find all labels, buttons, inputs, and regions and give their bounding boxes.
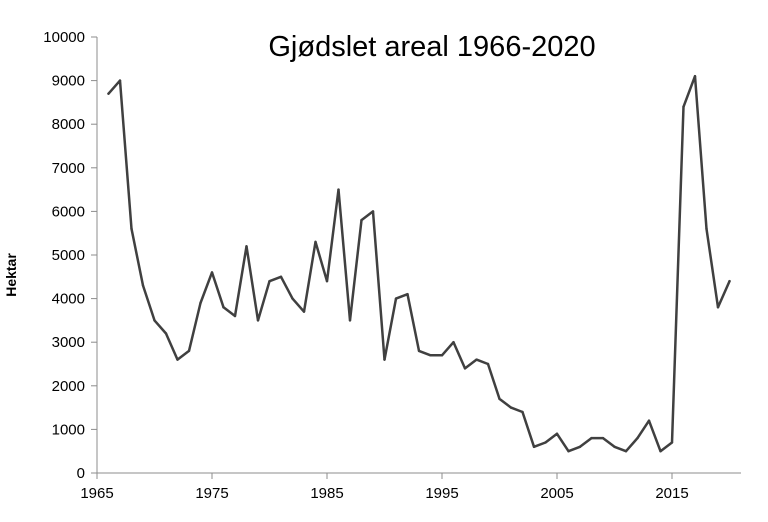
data-point — [107, 92, 110, 95]
data-point — [153, 319, 156, 322]
data-point — [532, 445, 536, 449]
x-tick-label: 2015 — [655, 485, 688, 502]
x-axis: 1965 1975 1985 1995 2005 2015 — [80, 473, 689, 502]
data-point — [394, 297, 398, 300]
data-point — [670, 441, 674, 444]
data-point — [682, 105, 685, 108]
data-point — [164, 332, 168, 335]
data-point — [291, 297, 294, 300]
series-layer — [107, 74, 731, 453]
data-point — [256, 319, 260, 322]
data-point — [555, 432, 559, 435]
y-tick-label: 10000 — [43, 29, 85, 46]
data-point — [268, 279, 271, 283]
data-point — [417, 349, 421, 353]
data-point — [544, 441, 547, 444]
data-point — [314, 240, 317, 244]
data-point — [486, 362, 490, 366]
data-point — [452, 341, 455, 344]
data-point — [613, 445, 616, 449]
x-tick-label: 1985 — [310, 485, 343, 502]
data-point — [187, 349, 191, 353]
y-tick-label: 4000 — [52, 291, 85, 308]
data-point — [521, 410, 524, 414]
x-tick-label: 1975 — [195, 485, 228, 502]
y-tick-label: 1000 — [52, 421, 85, 438]
y-tick-label: 3000 — [52, 334, 85, 351]
data-point — [475, 358, 478, 361]
data-point — [463, 367, 467, 370]
y-tick-label: 0 — [77, 465, 85, 482]
y-tick-label: 2000 — [52, 378, 85, 395]
data-point — [636, 436, 639, 440]
data-point — [429, 354, 432, 357]
data-point — [360, 218, 363, 222]
data-point — [348, 319, 352, 322]
chart-title: Gjødslet areal 1966-2020 — [268, 31, 595, 63]
y-tick-label: 7000 — [52, 160, 85, 177]
y-tick-label: 9000 — [52, 73, 85, 90]
data-point — [590, 436, 593, 440]
data-point — [245, 245, 248, 248]
data-point — [302, 310, 306, 313]
data-point — [567, 450, 570, 453]
data-point — [406, 293, 409, 296]
data-point — [716, 306, 720, 309]
data-point — [130, 227, 133, 231]
data-point — [210, 271, 214, 274]
data-point — [279, 275, 283, 278]
y-tick-label: 5000 — [52, 247, 85, 264]
x-tick-label: 2005 — [540, 485, 573, 502]
data-point — [693, 75, 697, 78]
y-axis: 0 1000 2000 3000 4000 5000 6000 7000 8000 9000 100… — [43, 29, 97, 482]
data-point — [371, 210, 375, 213]
x-tick-label: 1995 — [425, 485, 458, 502]
data-point — [624, 450, 628, 453]
data-point — [498, 397, 501, 401]
y-tick-label: 6000 — [52, 203, 85, 220]
data-point — [728, 279, 731, 283]
data-point — [705, 227, 708, 231]
data-point — [601, 436, 605, 440]
data-point — [141, 284, 145, 287]
data-point — [659, 450, 662, 453]
data-point — [233, 314, 237, 318]
data-point — [222, 306, 225, 309]
data-point — [199, 301, 202, 305]
y-tick-label: 8000 — [52, 116, 85, 133]
data-point — [509, 406, 513, 409]
data-point — [578, 445, 582, 449]
data-point — [325, 279, 329, 283]
data-point — [176, 358, 179, 361]
x-tick-label: 1965 — [80, 485, 113, 502]
data-point — [383, 358, 386, 361]
data-point — [118, 79, 122, 82]
data-point — [440, 354, 444, 357]
data-point — [647, 419, 651, 422]
series-line — [107, 74, 731, 453]
data-point — [337, 188, 340, 191]
y-axis-label: Hektar — [3, 253, 19, 297]
